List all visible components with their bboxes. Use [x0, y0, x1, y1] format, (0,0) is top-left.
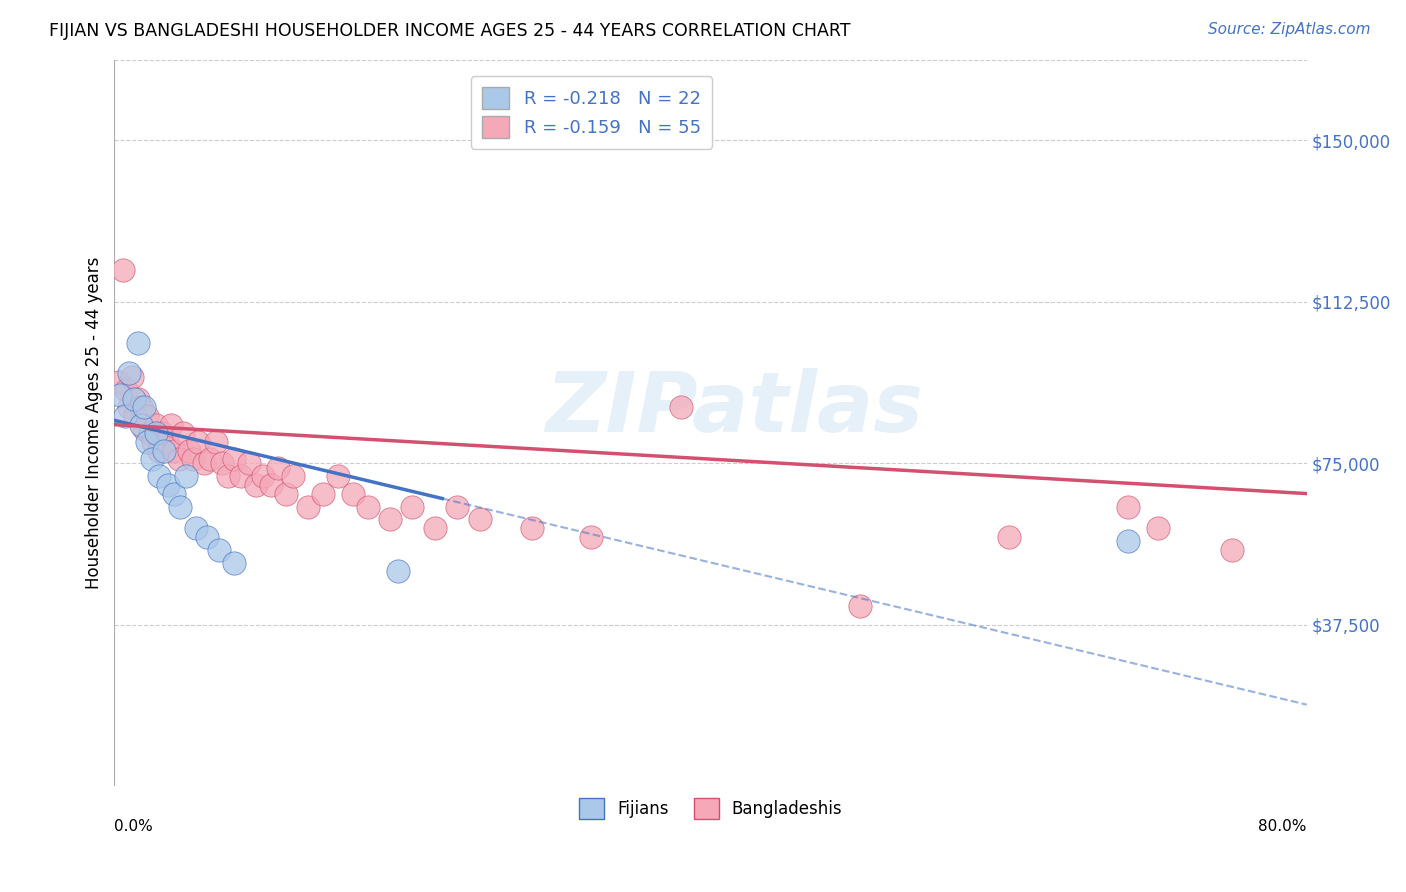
Point — [163, 443, 186, 458]
Point — [848, 599, 870, 613]
Point — [378, 512, 401, 526]
Point — [129, 401, 152, 415]
Point — [121, 370, 143, 384]
Text: Source: ZipAtlas.com: Source: ZipAtlas.com — [1208, 22, 1371, 37]
Point — [134, 401, 156, 415]
Point — [157, 478, 180, 492]
Point — [167, 452, 190, 467]
Point — [229, 469, 252, 483]
Point — [152, 443, 174, 458]
Text: ZIPatlas: ZIPatlas — [546, 368, 924, 449]
Point — [997, 530, 1019, 544]
Legend: Fijians, Bangladeshis: Fijians, Bangladeshis — [572, 792, 849, 825]
Point — [1116, 533, 1139, 548]
Point — [148, 469, 170, 483]
Point — [193, 457, 215, 471]
Point — [208, 542, 231, 557]
Point — [342, 486, 364, 500]
Point — [312, 486, 335, 500]
Point — [252, 469, 274, 483]
Point — [122, 392, 145, 406]
Point — [274, 486, 297, 500]
Point — [1220, 542, 1243, 557]
Point — [260, 478, 283, 492]
Point — [204, 434, 226, 449]
Text: 0.0%: 0.0% — [114, 819, 153, 834]
Point — [267, 460, 290, 475]
Text: 80.0%: 80.0% — [1258, 819, 1306, 834]
Point — [446, 500, 468, 514]
Point — [423, 521, 446, 535]
Point — [142, 434, 165, 449]
Point — [139, 426, 162, 441]
Point — [297, 500, 319, 514]
Point — [124, 409, 146, 423]
Point — [136, 434, 159, 449]
Point — [520, 521, 543, 535]
Point — [145, 417, 167, 432]
Point — [118, 366, 141, 380]
Text: FIJIAN VS BANGLADESHI HOUSEHOLDER INCOME AGES 25 - 44 YEARS CORRELATION CHART: FIJIAN VS BANGLADESHI HOUSEHOLDER INCOME… — [49, 22, 851, 40]
Point — [1146, 521, 1168, 535]
Point — [163, 486, 186, 500]
Point — [211, 457, 233, 471]
Point — [401, 500, 423, 514]
Y-axis label: Householder Income Ages 25 - 44 years: Householder Income Ages 25 - 44 years — [86, 257, 103, 590]
Point — [186, 521, 208, 535]
Point — [108, 375, 131, 389]
Point — [222, 556, 245, 570]
Point — [177, 443, 200, 458]
Point — [222, 452, 245, 467]
Point — [114, 409, 136, 423]
Point — [141, 452, 163, 467]
Point — [217, 469, 239, 483]
Point — [172, 426, 194, 441]
Point — [145, 426, 167, 441]
Point — [183, 452, 205, 467]
Point — [326, 469, 349, 483]
Point — [127, 335, 149, 350]
Point — [150, 426, 173, 441]
Point — [1116, 500, 1139, 514]
Point — [112, 262, 135, 277]
Point — [468, 512, 491, 526]
Point — [136, 409, 159, 423]
Point — [357, 500, 380, 514]
Point — [581, 530, 603, 544]
Point — [160, 417, 183, 432]
Point — [195, 530, 218, 544]
Point — [169, 500, 191, 514]
Point — [387, 564, 409, 578]
Point — [115, 383, 138, 397]
Point — [148, 443, 170, 458]
Point — [127, 392, 149, 406]
Point — [174, 469, 197, 483]
Point — [283, 469, 305, 483]
Point — [187, 434, 209, 449]
Point — [134, 422, 156, 436]
Point — [118, 401, 141, 415]
Point — [198, 452, 221, 467]
Point — [238, 457, 260, 471]
Point — [155, 434, 177, 449]
Point — [245, 478, 267, 492]
Point — [669, 401, 692, 415]
Point — [129, 417, 152, 432]
Point — [110, 387, 132, 401]
